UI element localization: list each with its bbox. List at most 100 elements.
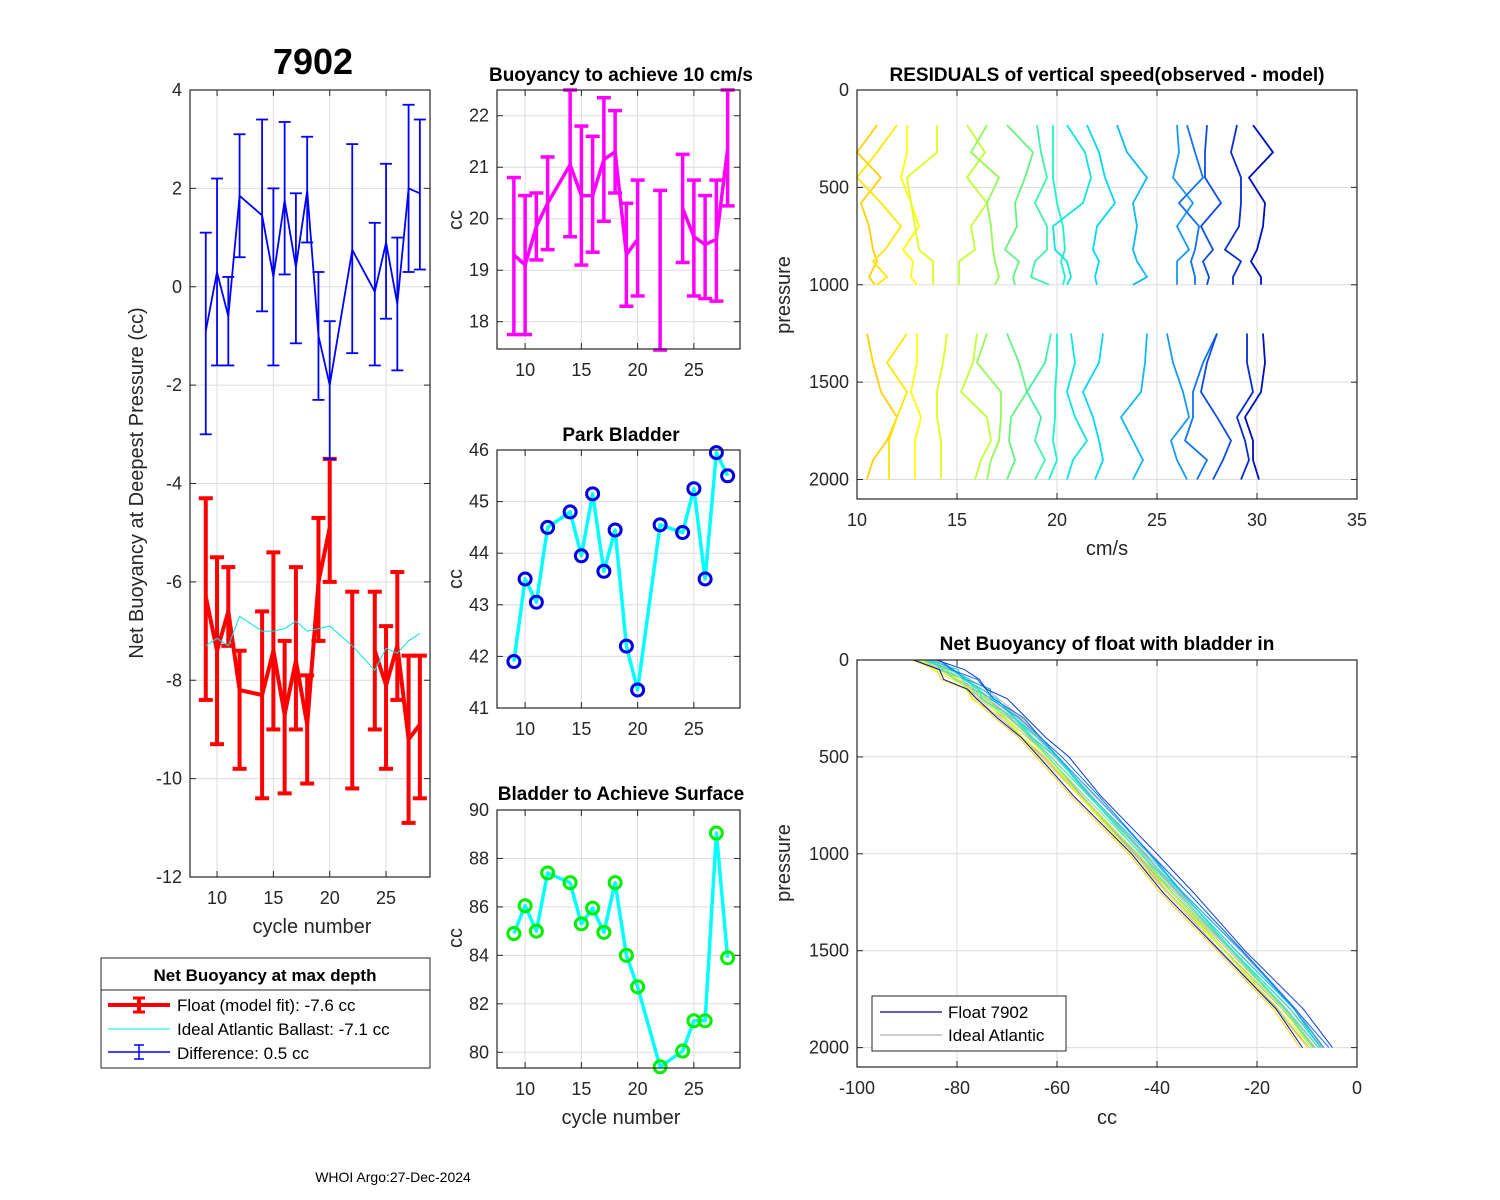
data-point-marker [517,898,533,914]
float-errorbar [266,550,281,732]
float-profile [927,659,1314,1048]
residual-profile-lower [1048,333,1058,480]
y-tick-label: 2000 [809,1038,849,1058]
residual-profile-upper [906,125,938,285]
data-point-marker [675,1043,691,1059]
y-axis-label: cc [445,569,467,589]
bladder-surface-chart: 10 15 20 25 80 82 84 86 88 90 Bladder to Achieve S… [445,784,744,1129]
residual-profile-upper [1052,124,1092,286]
data-point-marker [573,916,589,932]
chart-title: Buoyancy to achieve 10 cm/s [489,65,753,86]
data-point-marker [596,924,612,940]
x-tick-label: 20 [628,719,648,739]
buoyancy-errorbar [653,188,668,352]
float-profile [922,659,1308,1048]
x-tick-label: 20 [1047,510,1067,530]
y-tick-label: 86 [469,897,489,917]
residual-profile-lower [1082,333,1104,480]
y-tick-label: 46 [469,440,489,460]
y-tick-label: 84 [469,945,489,965]
y-axis-label: pressure [773,256,795,334]
series-group [506,88,735,352]
x-tick-label: 10 [515,360,535,380]
legend-entry-ideal: Ideal Atlantic Ballast: -7.1 cc [108,1020,390,1039]
float-profile [917,659,1312,1048]
residual-profile-upper [1029,124,1050,286]
y-tick-label: 80 [469,1042,489,1062]
x-tick-label: 10 [847,510,867,530]
data-point-marker [630,682,646,698]
x-tick-label: 15 [571,360,591,380]
y-tick-label: 18 [469,312,489,332]
axes-frame [496,809,741,1069]
data-point-marker [528,923,544,939]
y-tick-label: -4 [166,474,182,494]
legend-box [100,957,431,1069]
residual-profile-upper [1052,125,1066,286]
data-point-marker [506,654,522,670]
residual-profile-upper [1223,124,1243,285]
net-buoyancy-profile-chart: -100 -80 -60 -40 -20 0 0 500 1000 1500 2000 Float 7… [773,634,1362,1129]
plot-area [857,90,1357,499]
y-tick-label: -10 [156,769,182,789]
residual-profile-upper [1116,124,1149,286]
x-tick-label: -60 [1044,1078,1070,1098]
data-point-marker [573,548,589,564]
float-series-line [203,527,422,742]
x-tick-label: 10 [515,719,535,739]
data-point-marker [675,525,691,541]
x-tick-label: 35 [1347,510,1367,530]
y-tick-label: 1500 [809,372,849,392]
residual-profile-lower [1066,333,1089,480]
residual-profile-lower [975,333,1002,480]
difference-errorbar [323,320,336,460]
series-line [512,450,730,692]
axes-frame [496,449,741,709]
residual-profile-lower [1183,333,1218,480]
y-tick-label: 20 [469,209,489,229]
chart-title: Net Buoyancy of float with bladder in [940,634,1275,655]
x-tick-label: 20 [628,360,648,380]
float-profile [936,659,1333,1048]
difference-series-line [204,187,421,386]
difference-errorbar [368,221,381,367]
legend-entry-difference: Difference: 0.5 cc [108,1044,309,1063]
data-point-marker [585,900,601,916]
chart-title: Bladder to Achieve Surface [498,784,744,805]
float-errorbar [288,565,303,732]
float-profile [939,659,1324,1048]
chart-title: RESIDUALS of vertical speed(observed - m… [890,65,1325,86]
float-errorbar [255,609,270,801]
y-tick-label: 0 [839,650,849,670]
x-tick-label: 25 [684,360,704,380]
data-point-marker [697,571,713,587]
data-point-marker [708,825,724,841]
y-tick-label: -6 [166,572,182,592]
residual-profile-lower [910,333,922,480]
footer-credit: WHOI Argo:27-Dec-2024 [315,1169,471,1185]
y-tick-label: 1500 [809,941,849,961]
residual-profile-lower [1025,333,1052,480]
residual-profile-lower [1119,333,1148,480]
float-errorbar [367,589,382,732]
x-tick-label: 30 [1247,510,1267,530]
x-tick-label: 20 [320,888,340,908]
y-tick-label: 0 [172,277,182,297]
net-buoyancy-legend: Net Buoyancy at max depth Float (model f… [100,957,431,1069]
legend-label: Float 7902 [948,1003,1028,1022]
x-axis-label: cc [1097,1107,1117,1129]
x-tick-label: 25 [376,888,396,908]
y-tick-label: 90 [469,800,489,820]
residuals-chart: 10 15 20 25 30 35 0 500 1000 1500 2000 RESIDUALS of… [773,65,1367,560]
residual-profile-upper [1199,125,1223,286]
y-tick-label: 4 [172,80,182,100]
residual-profile-upper [855,124,903,286]
residual-profile-upper [1003,124,1035,286]
legend-title: Net Buoyancy at max depth [154,966,377,985]
residual-profile-upper [1086,124,1117,286]
y-tick-label: -8 [166,670,182,690]
y-tick-label: 22 [469,106,489,126]
float-errorbar [277,638,292,796]
buoyancy-errorbar [698,193,713,301]
